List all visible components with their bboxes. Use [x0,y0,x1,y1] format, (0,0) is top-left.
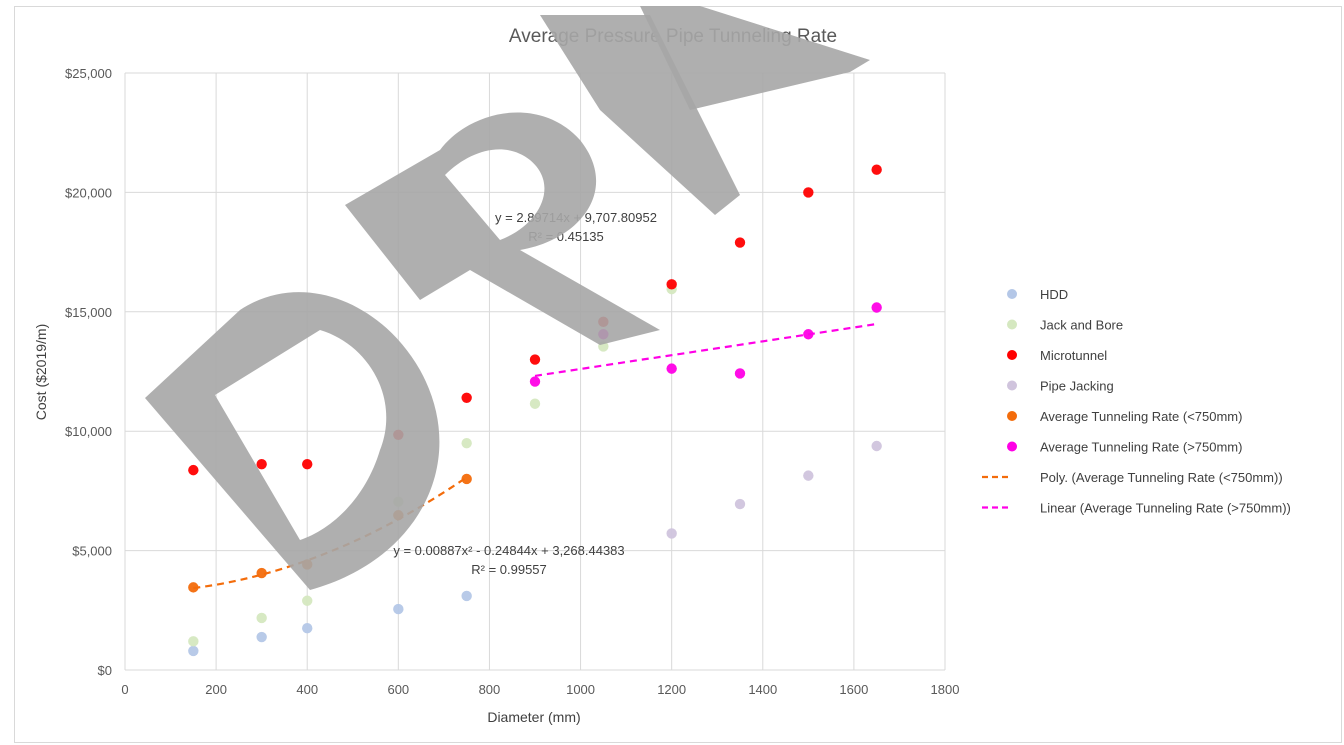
point-microtunnel [188,464,199,476]
point-jack-and-bore [256,612,267,624]
point-microtunnel [734,237,746,248]
legend-label: Microtunnel [1040,348,1107,363]
x-tick-label: 400 [296,682,318,697]
point-hdd [256,631,267,643]
point-pipe-jacking [871,440,882,452]
point-jack-and-bore [461,437,472,449]
point-hdd [393,603,404,615]
watermark-letter-a [540,15,740,215]
point-average-tunneling-rate-750mm [803,329,814,340]
legend-label: Linear (Average Tunneling Rate (>750mm)) [1040,501,1291,516]
point-hdd [188,645,199,657]
tick-labels: 0 200 400 600 800 1000 1200 1400 1600 1800 $0 $5,00… [65,66,959,697]
watermark-letter-r [345,112,660,346]
point-microtunnel [666,279,677,290]
x-tick-label: 800 [479,682,501,697]
legend-label: HDD [1040,287,1068,302]
legend-marker [1007,441,1017,452]
x-tick-label: 1600 [839,682,868,697]
point-average-tunneling-rate-750mm [734,368,746,379]
legend-marker [1007,289,1017,299]
y-tick-label: $15,000 [65,305,112,320]
watermark-letter-f [640,6,870,110]
point-microtunnel [461,392,472,403]
x-tick-label: 600 [387,682,409,697]
legend-label: Average Tunneling Rate (<750mm) [1040,409,1242,424]
y-axis-title: Cost ($2019/m) [33,324,49,420]
point-microtunnel [256,458,267,470]
trendline-linear [534,322,877,377]
point-jack-and-bore [188,636,199,647]
x-tick-label: 1400 [748,682,777,697]
legend-marker [1007,380,1017,391]
point-microtunnel [302,458,313,470]
poly-r2: R² = 0.99557 [471,562,547,577]
point-hdd [461,590,472,602]
point-microtunnel [803,187,814,198]
legend-label: Jack and Bore [1040,318,1123,333]
point-pipe-jacking [666,528,677,539]
point-average-tunneling-rate-750mm [871,302,882,313]
legend: HDD Jack and Bore Microtunnel Pipe Jacking A… [982,287,1291,516]
x-tick-label: 0 [121,682,128,697]
legend-marker [1007,319,1017,330]
y-tick-label: $20,000 [65,185,112,200]
point-microtunnel [871,164,882,175]
x-tick-label: 200 [205,682,227,697]
point-average-tunneling-rate-750mm [256,567,267,579]
draft-watermark [145,6,870,590]
y-tick-label: $5,000 [72,544,112,559]
point-microtunnel [529,354,541,365]
point-hdd [302,623,313,634]
watermark-letter-d [145,292,440,590]
legend-marker [1007,411,1017,421]
legend-label: Average Tunneling Rate (>750mm) [1040,440,1242,455]
data-points [188,164,882,657]
point-average-tunneling-rate-750mm [188,582,199,593]
x-tick-label: 1800 [931,682,960,697]
legend-marker [1007,350,1017,360]
y-tick-label: $25,000 [65,66,112,81]
legend-label: Poly. (Average Tunneling Rate (<750mm)) [1040,470,1283,485]
point-average-tunneling-rate-750mm [461,473,472,485]
point-pipe-jacking [803,470,814,481]
poly-equation: y = 0.00887x² - 0.24844x + 3,268.44383 [393,543,624,558]
point-average-tunneling-rate-750mm [529,376,541,387]
x-tick-label: 1000 [566,682,595,697]
point-pipe-jacking [734,498,746,510]
point-jack-and-bore [529,398,541,409]
point-average-tunneling-rate-750mm [666,363,677,374]
x-axis-title: Diameter (mm) [487,709,580,725]
point-jack-and-bore [302,595,313,606]
legend-label: Pipe Jacking [1040,379,1114,394]
x-tick-label: 1200 [657,682,686,697]
y-tick-label: $0 [98,663,112,678]
y-tick-label: $10,000 [65,424,112,439]
